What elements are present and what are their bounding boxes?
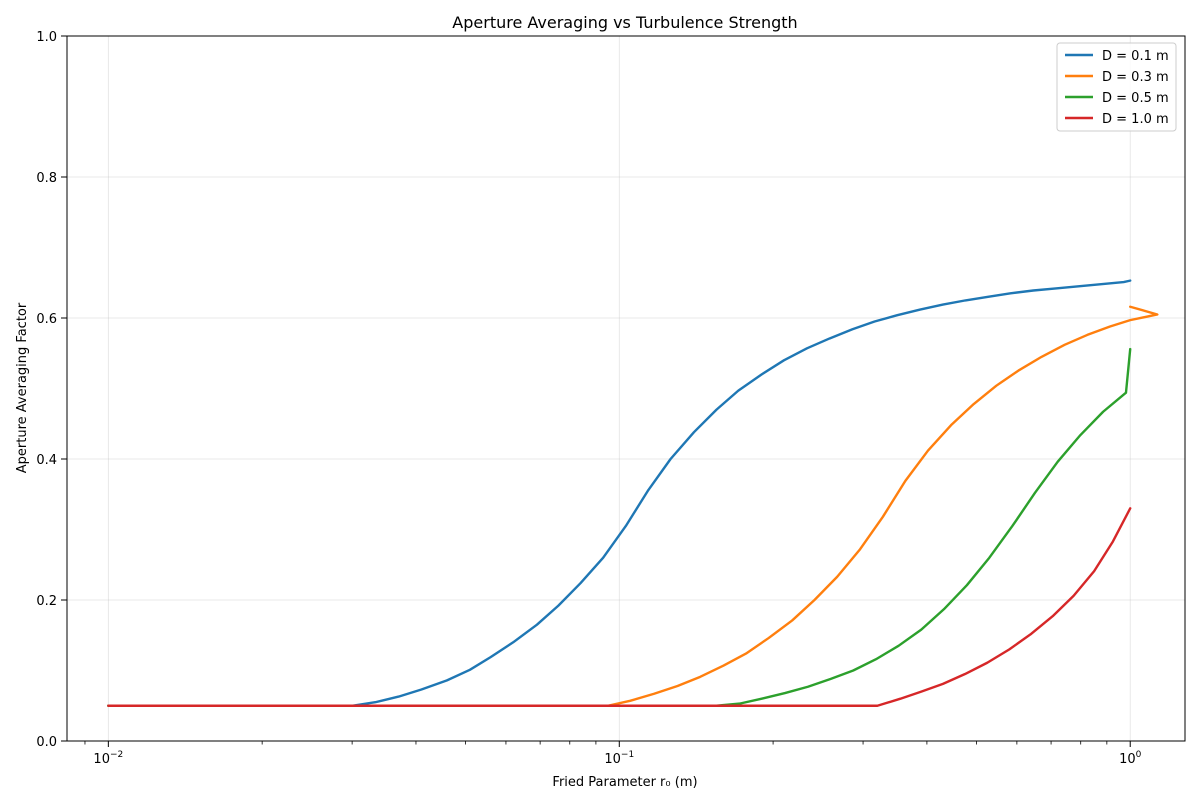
y-tick-label: 1.0 — [36, 30, 57, 45]
legend: D = 0.1 m D = 0.3 m D = 0.5 m D = 1.0 m — [1056, 42, 1177, 132]
x-tick-label: 10−2 — [93, 750, 123, 767]
y-tick-label: 0.4 — [36, 453, 57, 468]
legend-box — [1056, 42, 1177, 132]
series-line-2 — [107, 305, 1159, 707]
y-tick-label: 0.2 — [36, 594, 57, 609]
x-axis-label: Fried Parameter r₀ (m) — [552, 775, 697, 790]
legend-label: D = 1.0 m — [1102, 112, 1169, 127]
series-line-4 — [107, 507, 1132, 707]
plot-frame — [66, 35, 1186, 742]
x-tick-base: 10 — [604, 752, 621, 767]
y-tick-label: 0.8 — [36, 171, 57, 186]
y-tick-label: 0.6 — [36, 312, 57, 327]
legend-label: D = 0.5 m — [1102, 91, 1169, 106]
x-tick-exponent: −2 — [110, 750, 123, 760]
legend-label: D = 0.3 m — [1102, 70, 1169, 85]
x-tick-exponent: −1 — [621, 750, 634, 760]
y-axis-label: Aperture Averaging Factor — [15, 302, 30, 473]
x-tick-base: 10 — [93, 752, 110, 767]
series-layer — [107, 279, 1159, 707]
legend-label: D = 0.1 m — [1102, 49, 1169, 64]
x-tick-label: 100 — [1119, 750, 1142, 767]
x-tick-base: 10 — [1119, 752, 1136, 767]
series-line-1 — [107, 279, 1132, 707]
series-line-3 — [107, 347, 1132, 707]
x-tick-exponent: 0 — [1136, 750, 1142, 760]
y-tick-label: 0.0 — [36, 735, 57, 750]
x-tick-label: 10−1 — [604, 750, 634, 767]
chart-title: Aperture Averaging vs Turbulence Strengt… — [452, 13, 797, 32]
